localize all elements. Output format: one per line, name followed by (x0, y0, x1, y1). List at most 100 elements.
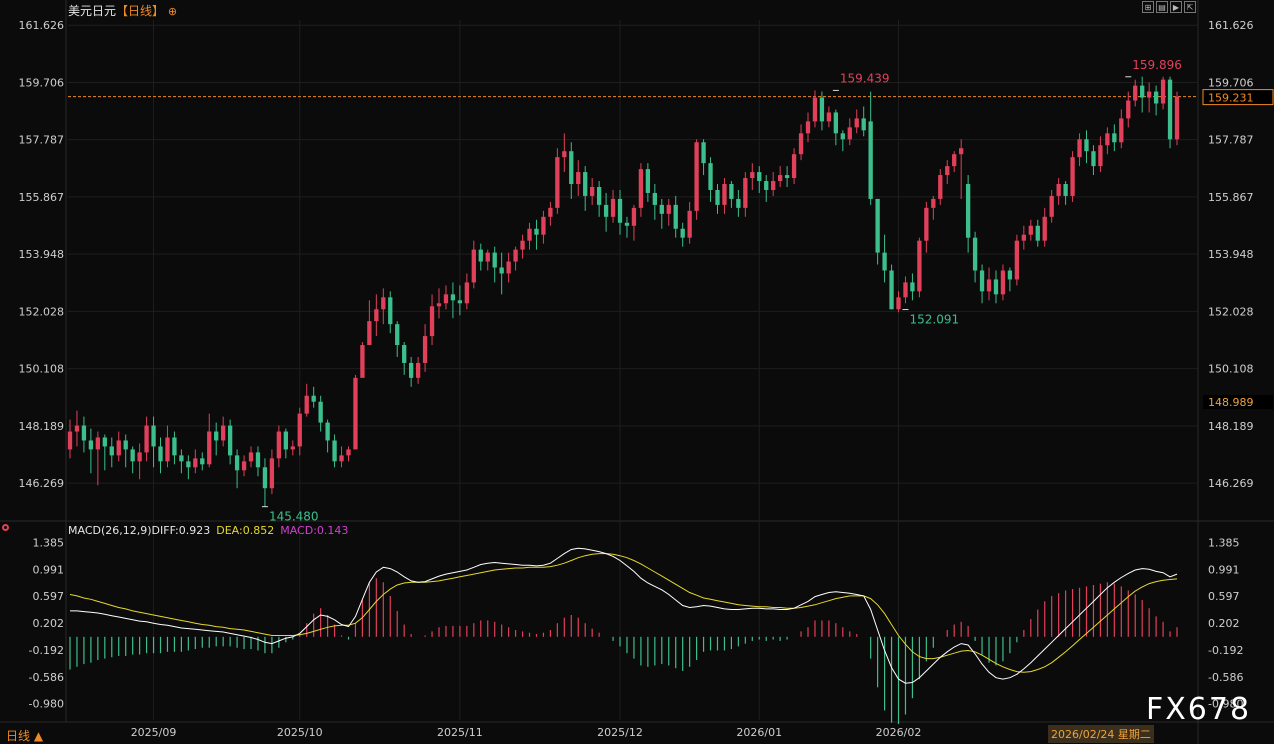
macd-tick-right: -0.980 (1208, 698, 1243, 711)
macd-diff-line (70, 547, 1178, 684)
candle-body (186, 461, 191, 468)
candle-body (729, 184, 734, 199)
candle-body (492, 252, 497, 268)
candle-body (1140, 85, 1145, 98)
candle-body (353, 377, 358, 450)
indicator-settings-icon[interactable] (2, 524, 9, 531)
candle-body (130, 449, 135, 462)
candle-body (262, 467, 268, 489)
candle-body (986, 279, 992, 292)
candle-body (1014, 240, 1020, 280)
candle-body (144, 425, 149, 453)
macd-tick-right: -0.192 (1208, 644, 1243, 657)
candle-body (868, 121, 873, 199)
candle-body (1021, 234, 1026, 241)
candle-body (819, 97, 825, 122)
candle-body (583, 172, 588, 196)
candle-body (339, 455, 344, 462)
candle-body (193, 458, 198, 468)
candle-body (938, 175, 943, 199)
candle-body (1167, 79, 1173, 140)
candle-body (151, 425, 156, 447)
candle-body (436, 303, 442, 307)
candle-body (276, 431, 282, 459)
grid-icon[interactable]: ⊞ (1142, 1, 1154, 13)
candle-body (165, 437, 170, 462)
candle-body (826, 112, 832, 122)
candle-body (346, 449, 351, 456)
candle-body (1049, 195, 1054, 217)
cursor-price-label: 148.989 (1208, 396, 1254, 409)
candle-body (471, 249, 476, 283)
candle-body (67, 431, 73, 450)
price-tick-right: 157.787 (1208, 134, 1254, 147)
play-icon[interactable]: ▶ (1170, 1, 1182, 13)
candle-body (422, 336, 428, 363)
cursor-date-label: 2026/02/24 星期二 (1048, 725, 1154, 743)
macd-tick-left: -0.586 (29, 671, 64, 684)
candle-body (1000, 270, 1006, 295)
candle-body (388, 297, 393, 325)
candle-body (88, 440, 94, 450)
candle-body (624, 222, 630, 226)
candle-body (234, 455, 240, 471)
candle-body (805, 121, 811, 134)
last-price-label: 159.231 (1208, 92, 1254, 105)
candle-body (1153, 91, 1159, 104)
candle-body (590, 186, 595, 196)
candle-body (701, 142, 706, 164)
candle-body (1070, 157, 1075, 196)
candle-body (1126, 100, 1131, 119)
candle-body (499, 267, 504, 274)
cursor-price-box (1203, 395, 1273, 410)
high-annotation: 159.439 (840, 71, 890, 85)
candle-body (1112, 133, 1117, 143)
macd-legend: MACD(26,12,9)DIFF:0.923 DEA:0.852 MACD:0.1… (68, 524, 354, 537)
macd-tick-right: 0.991 (1208, 563, 1240, 576)
expand-icon[interactable]: ⇱ (1184, 1, 1196, 13)
candle-body (311, 395, 316, 402)
candle-body (1028, 225, 1033, 235)
candle-body (137, 452, 142, 462)
macd-tick-left: 0.202 (33, 617, 65, 630)
candle-body (617, 198, 623, 223)
candle-body (889, 270, 894, 310)
candle-body (722, 184, 727, 205)
footer-timeframe[interactable]: 日线 ▲ (6, 729, 44, 743)
price-tick-left: 148.189 (19, 420, 65, 433)
candle-body (993, 279, 999, 295)
candle-body (610, 198, 616, 217)
layout-icon[interactable]: ▤ (1156, 1, 1168, 13)
high-annotation: 159.896 (1132, 58, 1182, 72)
candle-body (116, 440, 121, 456)
candle-body (1105, 133, 1110, 146)
candle-body (903, 282, 908, 298)
candle-body (1063, 184, 1068, 196)
candle-body (534, 228, 539, 235)
candle-body (1056, 184, 1061, 196)
price-tick-left: 157.787 (19, 134, 65, 147)
candle-body (562, 151, 567, 158)
candle-body (715, 189, 720, 205)
candle-body (200, 458, 205, 465)
time-tick-label: 2026/02 (876, 726, 922, 739)
candle-body (972, 237, 978, 271)
candle-body (840, 133, 845, 140)
timeframe-label[interactable]: 【日线】 (116, 4, 165, 18)
macd-dea-line (69, 553, 1178, 673)
candle-body (1160, 79, 1166, 104)
candle-body (847, 127, 852, 140)
candle-body (694, 142, 699, 211)
zoom-icon[interactable]: ⊕ (167, 5, 178, 18)
candle-body (798, 133, 804, 155)
candle-body (443, 294, 449, 304)
candle-body (638, 169, 644, 208)
price-tick-left: 153.948 (19, 248, 65, 261)
candle-body (429, 306, 435, 337)
macd-tick-left: -0.980 (29, 698, 64, 711)
candle-body (102, 437, 107, 447)
macd-dea-value: DEA:0.852 (216, 524, 275, 537)
price-tick-right: 148.189 (1208, 420, 1254, 433)
chart-toolbar: ⊞ ▤ ▶ ⇱ (1142, 1, 1196, 13)
